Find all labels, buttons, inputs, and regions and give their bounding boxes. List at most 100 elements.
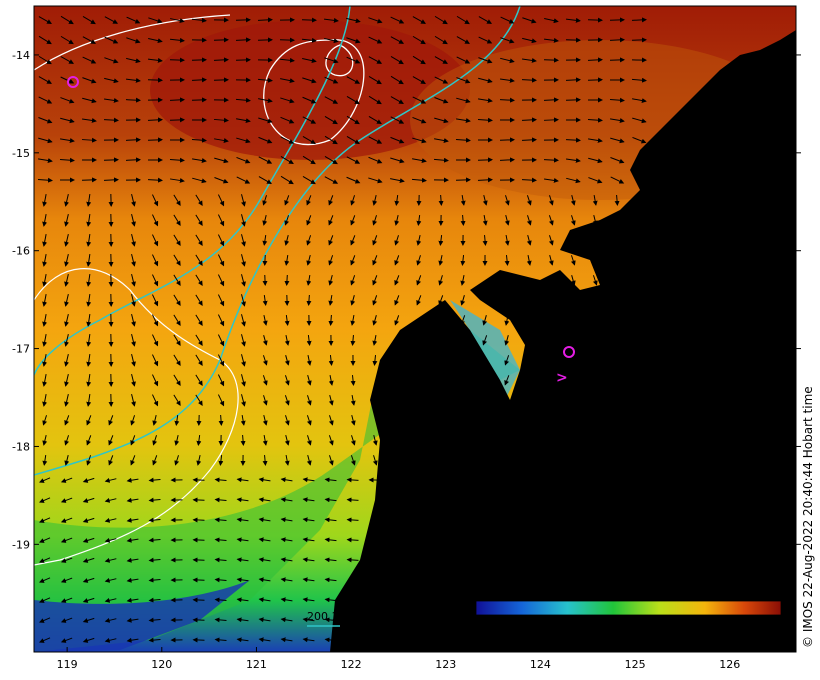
velocity-arrow: [610, 118, 625, 123]
velocity-arrow: [302, 497, 315, 503]
velocity-arrow: [86, 313, 92, 327]
velocity-arrow: [456, 97, 471, 104]
velocity-arrow: [173, 354, 181, 366]
velocity-arrow: [632, 117, 647, 124]
velocity-arrow: [324, 517, 337, 523]
velocity-arrow: [236, 557, 249, 563]
velocity-arrow: [147, 137, 163, 143]
velocity-arrow: [306, 375, 312, 386]
velocity-arrow: [131, 294, 136, 307]
velocity-arrow: [570, 255, 576, 266]
velocity-arrow: [258, 176, 272, 184]
velocity-arrow: [60, 56, 74, 64]
velocity-arrow: [324, 477, 337, 483]
velocity-arrow: [548, 215, 554, 226]
velocity-arrow: [214, 497, 227, 503]
velocity-arrow: [241, 314, 246, 327]
velocity-arrow: [217, 194, 225, 207]
velocity-arrow: [416, 275, 422, 286]
velocity-arrow: [548, 195, 554, 206]
velocity-arrow: [438, 234, 444, 246]
velocity-arrow: [394, 295, 400, 306]
velocity-arrow: [609, 57, 625, 63]
colorbar-tick-label: 23: [539, 620, 553, 633]
velocity-arrow: [148, 617, 161, 623]
velocity-arrow: [504, 254, 510, 266]
velocity-arrow: [565, 77, 581, 83]
velocity-arrow: [306, 274, 312, 286]
velocity-arrow: [151, 394, 159, 407]
velocity-arrow: [173, 194, 181, 206]
velocity-arrow: [60, 597, 73, 603]
velocity-arrow: [412, 35, 426, 45]
velocity-arrow: [86, 435, 92, 446]
velocity-arrow: [350, 235, 356, 246]
velocity-arrow: [302, 537, 315, 543]
velocity-arrow: [60, 76, 75, 84]
velocity-arrow: [131, 314, 136, 327]
velocity-arrow: [328, 354, 334, 366]
velocity-arrow: [82, 117, 97, 123]
velocity-arrow: [522, 37, 537, 44]
velocity-arrow: [284, 395, 290, 406]
velocity-arrow: [214, 177, 229, 184]
velocity-arrow: [196, 434, 202, 446]
velocity-arrow: [148, 557, 161, 563]
x-tick-label: 119: [57, 658, 78, 671]
velocity-arrow: [482, 214, 488, 226]
velocity-arrow: [60, 517, 73, 523]
velocity-arrow: [434, 35, 448, 45]
velocity-arrow: [241, 254, 246, 267]
velocity-arrow: [195, 294, 203, 306]
velocity-arrow: [478, 36, 493, 44]
velocity-arrow: [151, 194, 159, 207]
velocity-arrow: [195, 354, 203, 366]
warm-core: [150, 20, 470, 160]
velocity-arrow: [609, 97, 625, 103]
velocity-arrow: [42, 314, 48, 327]
velocity-arrow: [42, 394, 48, 407]
velocity-arrow: [82, 517, 95, 523]
velocity-arrow: [235, 37, 251, 43]
velocity-arrow: [324, 135, 338, 145]
velocity-arrow: [306, 294, 312, 306]
velocity-arrow: [60, 15, 74, 25]
velocity-arrow: [148, 38, 163, 44]
velocity-arrow: [302, 577, 315, 583]
y-tick-label: -19: [12, 538, 30, 551]
velocity-arrow: [477, 117, 493, 123]
velocity-arrow: [195, 194, 203, 206]
velocity-arrow: [456, 118, 471, 123]
velocity-arrow: [390, 136, 405, 144]
velocity-arrow: [173, 254, 181, 266]
velocity-arrow: [460, 275, 466, 286]
velocity-arrow: [148, 637, 161, 643]
credit-label: © IMOS 22-Aug-2022 20:40:44 Hobart time: [801, 386, 815, 648]
velocity-arrow: [482, 195, 488, 206]
velocity-arrow: [500, 16, 515, 24]
velocity-arrow: [195, 234, 203, 246]
velocity-arrow: [280, 517, 293, 523]
velocity-arrow: [390, 36, 405, 44]
velocity-arrow: [280, 537, 293, 543]
velocity-arrow: [60, 477, 73, 483]
velocity-arrow: [131, 274, 136, 287]
velocity-arrow: [131, 354, 136, 367]
velocity-arrow: [104, 77, 119, 84]
contour-4: [34, 14, 231, 71]
velocity-arrow: [350, 415, 356, 426]
velocity-arrow: [482, 315, 488, 326]
velocity-arrow: [214, 597, 227, 603]
velocity-arrow: [500, 57, 515, 64]
velocity-arrow: [126, 497, 139, 503]
x-tick-label: 125: [625, 658, 646, 671]
velocity-arrow: [81, 177, 97, 183]
velocity-arrow: [284, 415, 290, 426]
velocity-arrow: [104, 577, 117, 583]
velocity-arrow: [302, 96, 317, 104]
velocity-arrow: [587, 117, 603, 123]
velocity-arrow: [350, 394, 356, 406]
velocity-arrow: [104, 517, 117, 523]
velocity-arrow: [217, 274, 225, 287]
velocity-arrow: [372, 295, 378, 306]
